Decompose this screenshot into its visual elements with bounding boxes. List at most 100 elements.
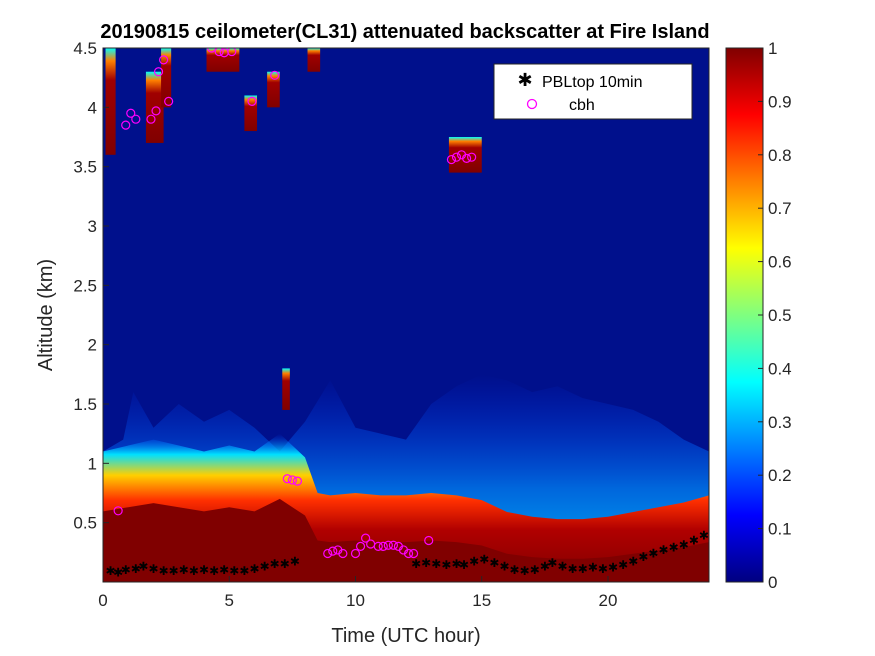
cbh-point bbox=[338, 548, 348, 559]
y-axis-label: Altitude (km) bbox=[35, 259, 57, 371]
pbl-point: ✱ bbox=[280, 557, 290, 571]
pbl-point: ✱ bbox=[113, 565, 123, 579]
y-tick-label: 4.5 bbox=[73, 39, 97, 58]
cloud-region bbox=[105, 48, 116, 155]
pbl-point: ✱ bbox=[169, 564, 179, 578]
pbl-point: ✱ bbox=[219, 563, 229, 577]
cbh-point bbox=[146, 114, 156, 124]
cbh-point bbox=[323, 548, 333, 559]
legend-cbh-marker bbox=[526, 98, 538, 110]
cbh-series bbox=[113, 48, 477, 559]
x-tick-label: 0 bbox=[98, 591, 107, 610]
y-tick-label: 3.5 bbox=[73, 158, 97, 177]
pbl-point: ✱ bbox=[421, 556, 431, 570]
pbl-point: ✱ bbox=[578, 562, 588, 576]
colorbar-tick-label: 0.9 bbox=[768, 92, 792, 111]
cbh-point bbox=[467, 152, 477, 162]
y-tick-label: 1 bbox=[88, 454, 97, 473]
legend-pbl-label: PBLtop 10min bbox=[542, 74, 643, 91]
legend-cbh-label: cbh bbox=[569, 97, 595, 114]
colorbar-tick-label: 0.6 bbox=[768, 253, 792, 272]
y-tick-label: 1.5 bbox=[73, 395, 97, 414]
x-tick-label: 10 bbox=[346, 591, 365, 610]
pbl-point: ✱ bbox=[270, 557, 280, 571]
cbh-point bbox=[164, 96, 174, 107]
colorbar-gradient bbox=[725, 47, 764, 583]
pbl-point: ✱ bbox=[148, 562, 158, 576]
pbl-point: ✱ bbox=[608, 561, 618, 575]
cbh-point bbox=[131, 114, 141, 124]
pbl-point: ✱ bbox=[441, 558, 451, 572]
y-tick-label: 2.5 bbox=[73, 276, 97, 295]
y-tick-label: 2 bbox=[88, 336, 97, 355]
legend-box bbox=[493, 63, 693, 120]
pbl-point: ✱ bbox=[121, 563, 131, 577]
cbh-point bbox=[121, 120, 131, 130]
colorbar-tick-label: 0.8 bbox=[768, 146, 792, 165]
cbh-point bbox=[408, 548, 419, 559]
pbl-point: ✱ bbox=[159, 564, 169, 578]
cbh-point bbox=[113, 506, 123, 516]
y-tick-label: 3 bbox=[88, 217, 97, 236]
colorbar: 0 0.1 0.2 0.3 0.4 0.5 0.6 0.7 0.8 0.9 1 bbox=[725, 39, 792, 592]
pbl-point: ✱ bbox=[558, 559, 568, 573]
x-axis-ticks: 0 5 10 15 20 bbox=[98, 576, 617, 610]
cbh-point bbox=[292, 476, 303, 486]
cloud-region bbox=[307, 48, 321, 72]
cbh-point bbox=[424, 535, 434, 546]
pbl-point: ✱ bbox=[179, 563, 189, 577]
pbl-point: ✱ bbox=[411, 557, 421, 571]
colorbar-tick-label: 0.7 bbox=[768, 199, 792, 218]
colorbar-tick-label: 1 bbox=[768, 39, 777, 58]
pbl-point: ✱ bbox=[239, 564, 249, 578]
cbh-point bbox=[388, 540, 398, 550]
pbl-point: ✱ bbox=[669, 540, 679, 554]
colorbar-tick-label: 0.4 bbox=[768, 359, 792, 378]
cbh-point bbox=[126, 108, 136, 118]
pbl-point: ✱ bbox=[138, 559, 148, 573]
x-tick-label: 20 bbox=[599, 591, 618, 610]
cbh-point bbox=[328, 546, 338, 556]
pbl-point: ✱ bbox=[598, 562, 608, 576]
chart-title: 20190815 ceilometer(CL31) attenuated bac… bbox=[100, 21, 709, 43]
cbh-point bbox=[378, 541, 388, 552]
pbl-point: ✱ bbox=[679, 538, 689, 552]
pbl-point: ✱ bbox=[547, 556, 557, 570]
pbl-point: ✱ bbox=[540, 559, 550, 573]
colorbar-tick-label: 0.5 bbox=[768, 306, 792, 325]
pbl-point: ✱ bbox=[249, 562, 259, 576]
cbh-point bbox=[282, 474, 292, 484]
colorbar-ticks: 0 0.1 0.2 0.3 0.4 0.5 0.6 0.7 0.8 0.9 1 bbox=[758, 39, 792, 592]
pbltop-series: ✱✱✱ ✱✱ ✱ ✱ ✱ ✱ ✱ ✱ ✱ ✱ ✱ ✱ ✱ ✱ ✱ ✱ ✱ ✱ ✱ ✱ ✱ ✱✱ ✱ ✱ ✱ ✱ ✱ ✱ ✱ ✱✱ ✱ ✱ ✱ ✱ ✱… bbox=[106, 529, 709, 580]
cloud-region bbox=[267, 71, 280, 108]
backscatter-heatmap bbox=[103, 48, 709, 582]
cbh-point bbox=[214, 48, 224, 57]
legend-pbl-marker: ✱ bbox=[517, 70, 532, 91]
pbl-point: ✱ bbox=[459, 558, 469, 572]
pbl-point: ✱ bbox=[689, 533, 699, 547]
pbl-point: ✱ bbox=[489, 556, 499, 570]
pbl-point: ✱ bbox=[260, 559, 270, 573]
cloud-region bbox=[206, 48, 240, 72]
cbh-point bbox=[350, 548, 361, 559]
cbh-point bbox=[383, 540, 393, 550]
legend: ✱ PBLtop 10min cbh bbox=[493, 63, 693, 120]
pbl-point: ✱ bbox=[618, 558, 628, 572]
pbl-point: ✱ bbox=[530, 563, 540, 577]
pbl-point: ✱ bbox=[469, 555, 479, 569]
pbl-point: ✱ bbox=[106, 564, 116, 578]
cbh-point bbox=[159, 55, 169, 65]
pbl-point: ✱ bbox=[290, 555, 300, 569]
pbl-point: ✱ bbox=[648, 546, 658, 560]
pbl-point: ✱ bbox=[510, 563, 520, 577]
cloud-region bbox=[244, 95, 258, 132]
cloud-region bbox=[282, 368, 290, 410]
colorbar-tick-label: 0.3 bbox=[768, 413, 792, 432]
plot-area: ✱✱✱ ✱✱ ✱ ✱ ✱ ✱ ✱ ✱ ✱ ✱ ✱ ✱ ✱ ✱ ✱ ✱ ✱ ✱ ✱ ✱ ✱ ✱✱ ✱ ✱ ✱ ✱ ✱ ✱ ✱ ✱✱ ✱ ✱ ✱ ✱ ✱… bbox=[73, 39, 710, 610]
pbl-point: ✱ bbox=[588, 561, 598, 575]
cbh-point bbox=[151, 106, 161, 116]
y-tick-label: 0.5 bbox=[73, 514, 97, 533]
pbl-point: ✱ bbox=[638, 550, 648, 564]
pbl-point: ✱ bbox=[189, 564, 199, 578]
